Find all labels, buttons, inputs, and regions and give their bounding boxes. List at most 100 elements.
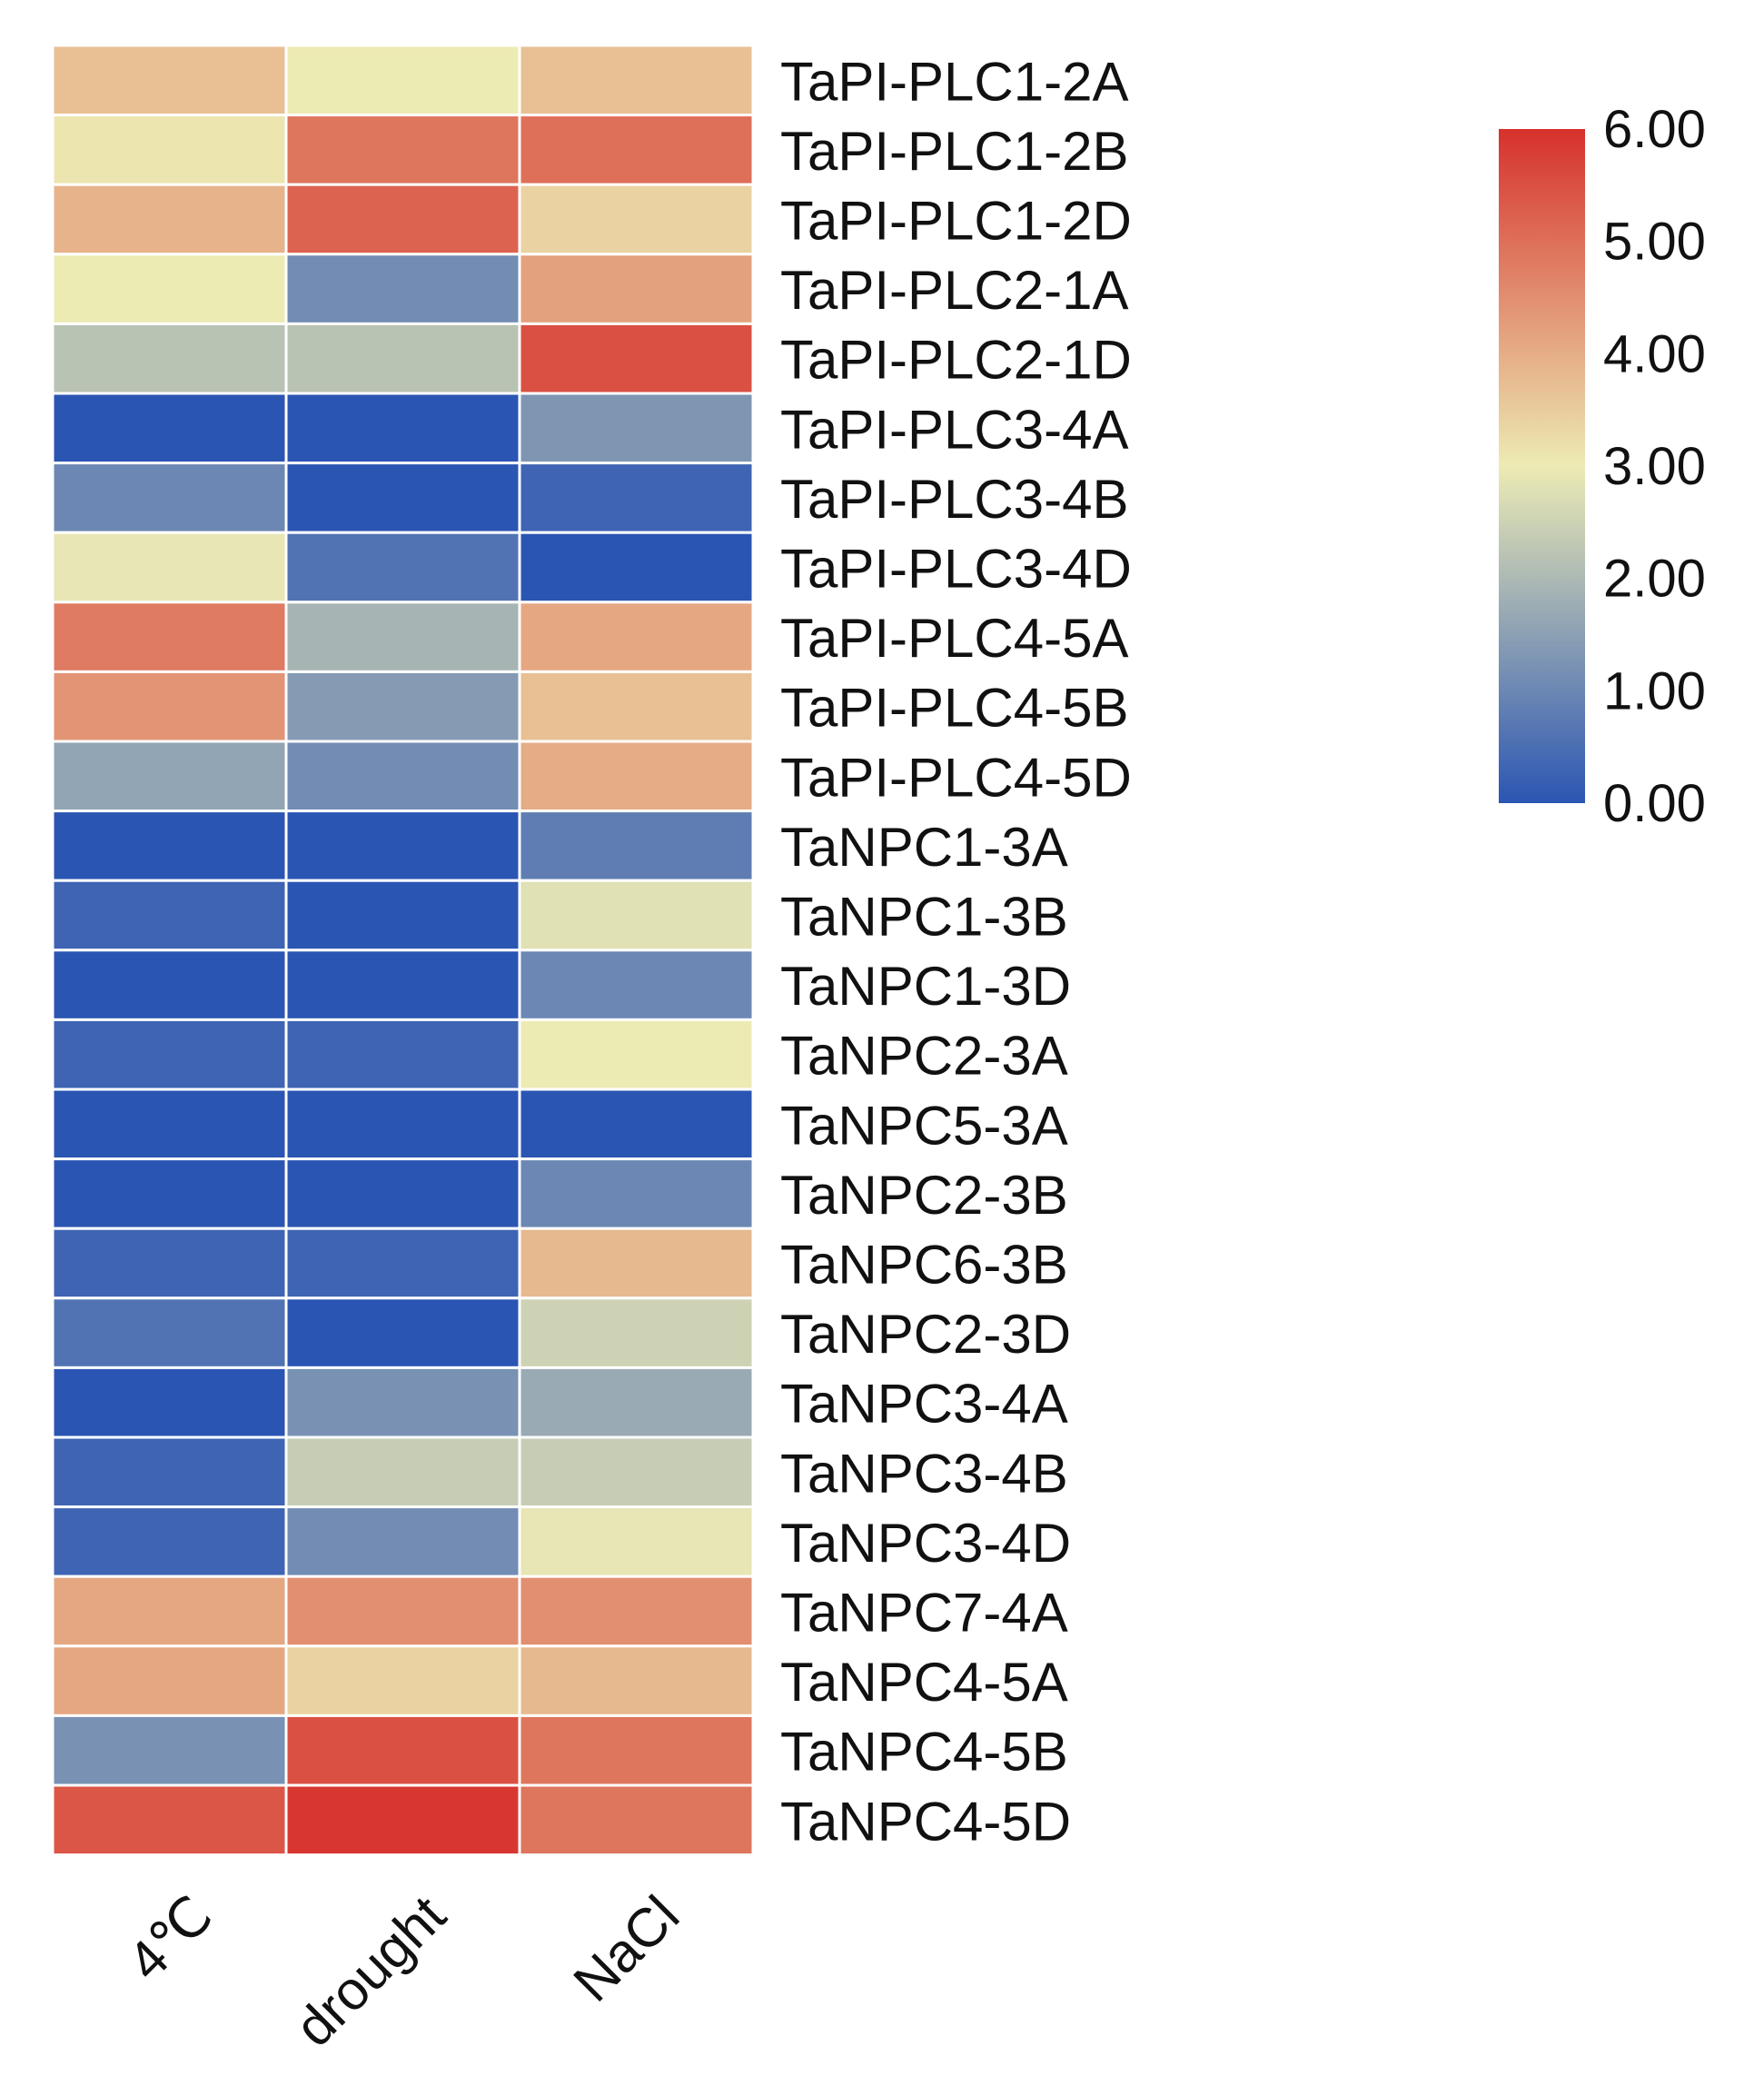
heatmap-cell — [51, 1366, 288, 1439]
heatmap-cell — [284, 1227, 521, 1300]
heatmap-cell — [51, 1505, 288, 1578]
column-label: drought — [283, 1884, 458, 2059]
heatmap-cell — [51, 114, 288, 186]
heatmap-cell — [284, 114, 521, 186]
column-label: NaCl — [562, 1884, 691, 2013]
heatmap-cell — [51, 670, 288, 743]
heatmap-cells — [51, 44, 755, 1857]
heatmap-cell — [518, 879, 755, 952]
heatmap-cell — [284, 183, 521, 256]
heatmap-cell — [284, 601, 521, 673]
heatmap-cell — [518, 114, 755, 186]
row-label: TaPI-PLC4-5D — [780, 747, 1132, 808]
heatmap-cell — [518, 253, 755, 325]
heatmap-cell — [518, 1227, 755, 1300]
heatmap-cell — [284, 1366, 521, 1439]
heatmap-cell — [51, 44, 288, 117]
heatmap-cell — [284, 1088, 521, 1161]
heatmap-cell — [284, 1157, 521, 1230]
colorbar-tick-label: 0.00 — [1603, 774, 1706, 833]
heatmap-cell — [284, 1714, 521, 1787]
heatmap-cell — [518, 1296, 755, 1369]
heatmap-cell — [518, 1574, 755, 1648]
heatmap-cell — [284, 253, 521, 325]
heatmap-cell — [518, 810, 755, 882]
row-label: TaNPC4-5D — [780, 1791, 1071, 1852]
heatmap-cell — [51, 1714, 288, 1787]
heatmap-cell — [284, 1783, 521, 1857]
heatmap-cell — [51, 601, 288, 673]
heatmap-cell — [51, 462, 288, 534]
heatmap-cell — [518, 949, 755, 1021]
heatmap-cell — [284, 1435, 521, 1509]
heatmap-cell — [518, 670, 755, 743]
heatmap-cell — [284, 44, 521, 117]
heatmap-cell — [518, 740, 755, 813]
colorbar-ticks: 0.00 1.00 2.00 3.00 4.00 5.00 6.00 — [1603, 100, 1706, 833]
heatmap-cell — [51, 1644, 288, 1717]
heatmap-cell — [518, 392, 755, 465]
heatmap-cell — [284, 670, 521, 743]
heatmap-cell — [284, 879, 521, 952]
heatmap-cell — [51, 531, 288, 604]
row-label: TaPI-PLC3-4A — [780, 399, 1129, 460]
heatmap-cell — [518, 1714, 755, 1787]
heatmap-cell — [284, 810, 521, 882]
row-label: TaNPC1-3A — [780, 817, 1068, 878]
heatmap-cell — [51, 392, 288, 465]
colorbar-tick-label: 5.00 — [1603, 213, 1706, 272]
colorbar-gradient — [1499, 129, 1585, 803]
heatmap-cell — [284, 1644, 521, 1717]
heatmap-cell — [518, 1088, 755, 1161]
heatmap-cell — [518, 601, 755, 673]
heatmap-cell — [51, 322, 288, 395]
heatmap-cell — [284, 322, 521, 395]
colorbar-tick-label: 3.00 — [1603, 437, 1706, 496]
row-label: TaNPC7-4A — [780, 1583, 1068, 1644]
heatmap-cell — [51, 1574, 288, 1648]
row-label: TaPI-PLC4-5B — [780, 678, 1129, 739]
heatmap-cell — [51, 740, 288, 813]
row-label: TaNPC1-3D — [780, 956, 1071, 1017]
heatmap-cell — [518, 183, 755, 256]
colorbar-tick-label: 6.00 — [1603, 100, 1706, 159]
row-label: TaNPC2-3A — [780, 1026, 1068, 1087]
row-label: TaNPC3-4A — [780, 1374, 1068, 1435]
heatmap-cell — [518, 44, 755, 117]
heatmap-cell — [51, 183, 288, 256]
heatmap-cell — [51, 253, 288, 325]
row-label: TaNPC2-3B — [780, 1165, 1068, 1226]
heatmap-cell — [284, 392, 521, 465]
row-label: TaPI-PLC1-2D — [780, 191, 1132, 252]
colorbar-tick-label: 4.00 — [1603, 324, 1706, 383]
heatmap-cell — [51, 1783, 288, 1857]
heatmap-cell — [51, 1227, 288, 1300]
row-label: TaNPC1-3B — [780, 887, 1068, 948]
heatmap-cell — [51, 1088, 288, 1161]
colorbar-tick-label: 2.00 — [1603, 550, 1706, 609]
column-labels: 4℃ drought NaCl — [116, 1884, 691, 2059]
heatmap-cell — [51, 1157, 288, 1230]
heatmap-cell — [284, 740, 521, 813]
heatmap-cell — [284, 1574, 521, 1648]
heatmap-cell — [518, 531, 755, 604]
colorbar: 0.00 1.00 2.00 3.00 4.00 5.00 6.00 — [1499, 100, 1706, 833]
heatmap-cell — [51, 949, 288, 1021]
heatmap-cell — [284, 462, 521, 534]
row-label: TaNPC5-3A — [780, 1095, 1068, 1156]
row-label: TaPI-PLC1-2A — [780, 51, 1129, 112]
row-labels: TaPI-PLC1-2A TaPI-PLC1-2B TaPI-PLC1-2D TaPI… — [780, 51, 1132, 1852]
heatmap-cell — [51, 1296, 288, 1369]
heatmap-cell — [518, 1366, 755, 1439]
heatmap-cell — [518, 322, 755, 395]
heatmap-cell — [51, 810, 288, 882]
row-label: TaPI-PLC3-4B — [780, 469, 1129, 530]
heatmap-cell — [518, 1644, 755, 1717]
row-label: TaNPC4-5B — [780, 1722, 1068, 1783]
heatmap-cell — [518, 1435, 755, 1509]
heatmap-cell — [284, 949, 521, 1021]
row-label: TaNPC4-5A — [780, 1652, 1068, 1713]
row-label: TaNPC3-4D — [780, 1513, 1071, 1574]
